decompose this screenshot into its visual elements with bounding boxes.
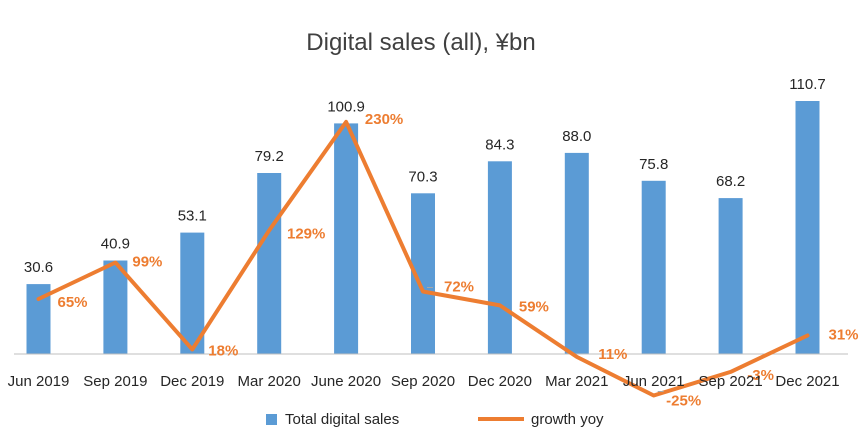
growth-value-label: 65%	[57, 294, 87, 311]
bar-value-label: 70.3	[408, 168, 437, 185]
growth-value-label: 99%	[132, 254, 162, 271]
x-tick-labels: Jun 2019 Sep 2019 Dec 2019 Mar 2020 June 202…	[8, 373, 840, 390]
growth-value-label: 11%	[598, 346, 627, 363]
x-tick-label: Dec 2021	[775, 373, 839, 390]
legend: Total digital sales growth yoy	[266, 411, 604, 428]
legend-swatch-bars	[266, 414, 277, 425]
growth-value-label: 129%	[287, 225, 325, 242]
bar-value-label: 84.3	[485, 136, 514, 153]
growth-value-label: 18%	[208, 342, 238, 359]
x-tick-label: Jun 2021	[623, 373, 685, 390]
legend-label-bars: Total digital sales	[285, 411, 399, 428]
bar	[103, 260, 128, 354]
bar	[257, 173, 282, 354]
bar-value-label: 100.9	[327, 98, 365, 115]
bar-value-label: 75.8	[639, 156, 668, 173]
bar-value-label: 40.9	[101, 236, 130, 253]
bar-labels-layer: 30.6 40.9 53.1 79.2 100.9 70.3 84.3 88.0 75.8 68.…	[24, 76, 826, 276]
bar-value-label: 30.6	[24, 259, 53, 276]
bar-value-label: 110.7	[789, 76, 825, 93]
x-tick-label: Mar 2020	[238, 373, 301, 390]
growth-value-label: 230%	[365, 111, 403, 128]
bar-value-label: 88.0	[562, 128, 591, 145]
bar	[641, 180, 666, 354]
x-tick-label: Dec 2019	[160, 373, 224, 390]
growth-line-layer: 65% 99% 18% 129% 230% 72% 59% 11% -25% -3% 31%	[36, 111, 859, 410]
x-tick-label: June 2020	[311, 373, 381, 390]
x-tick-label: Jun 2019	[8, 373, 70, 390]
bar-value-label: 68.2	[716, 173, 745, 190]
x-tick-label: Mar 2021	[545, 373, 608, 390]
bar	[334, 123, 359, 355]
bar	[564, 152, 589, 354]
x-tick-label: Dec 2020	[468, 373, 532, 390]
bar-value-label: 79.2	[255, 148, 284, 165]
growth-value-label: -3%	[747, 367, 774, 384]
x-tick-label: Sep 2021	[698, 373, 762, 390]
legend-label-line: growth yoy	[531, 411, 604, 428]
growth-value-label: -25%	[666, 393, 701, 410]
bars-layer	[26, 101, 820, 355]
growth-line	[36, 119, 810, 398]
bar-value-label: 53.1	[178, 208, 207, 225]
bar	[795, 101, 820, 354]
x-tick-label: Sep 2020	[391, 373, 455, 390]
growth-value-label: 72%	[444, 279, 474, 296]
chart-title: Digital sales (all), ¥bn	[306, 29, 535, 56]
bar	[487, 161, 512, 354]
growth-value-label: 59%	[519, 298, 549, 315]
growth-value-label: 31%	[828, 327, 858, 344]
bar	[718, 198, 743, 354]
x-tick-label: Sep 2019	[83, 373, 147, 390]
